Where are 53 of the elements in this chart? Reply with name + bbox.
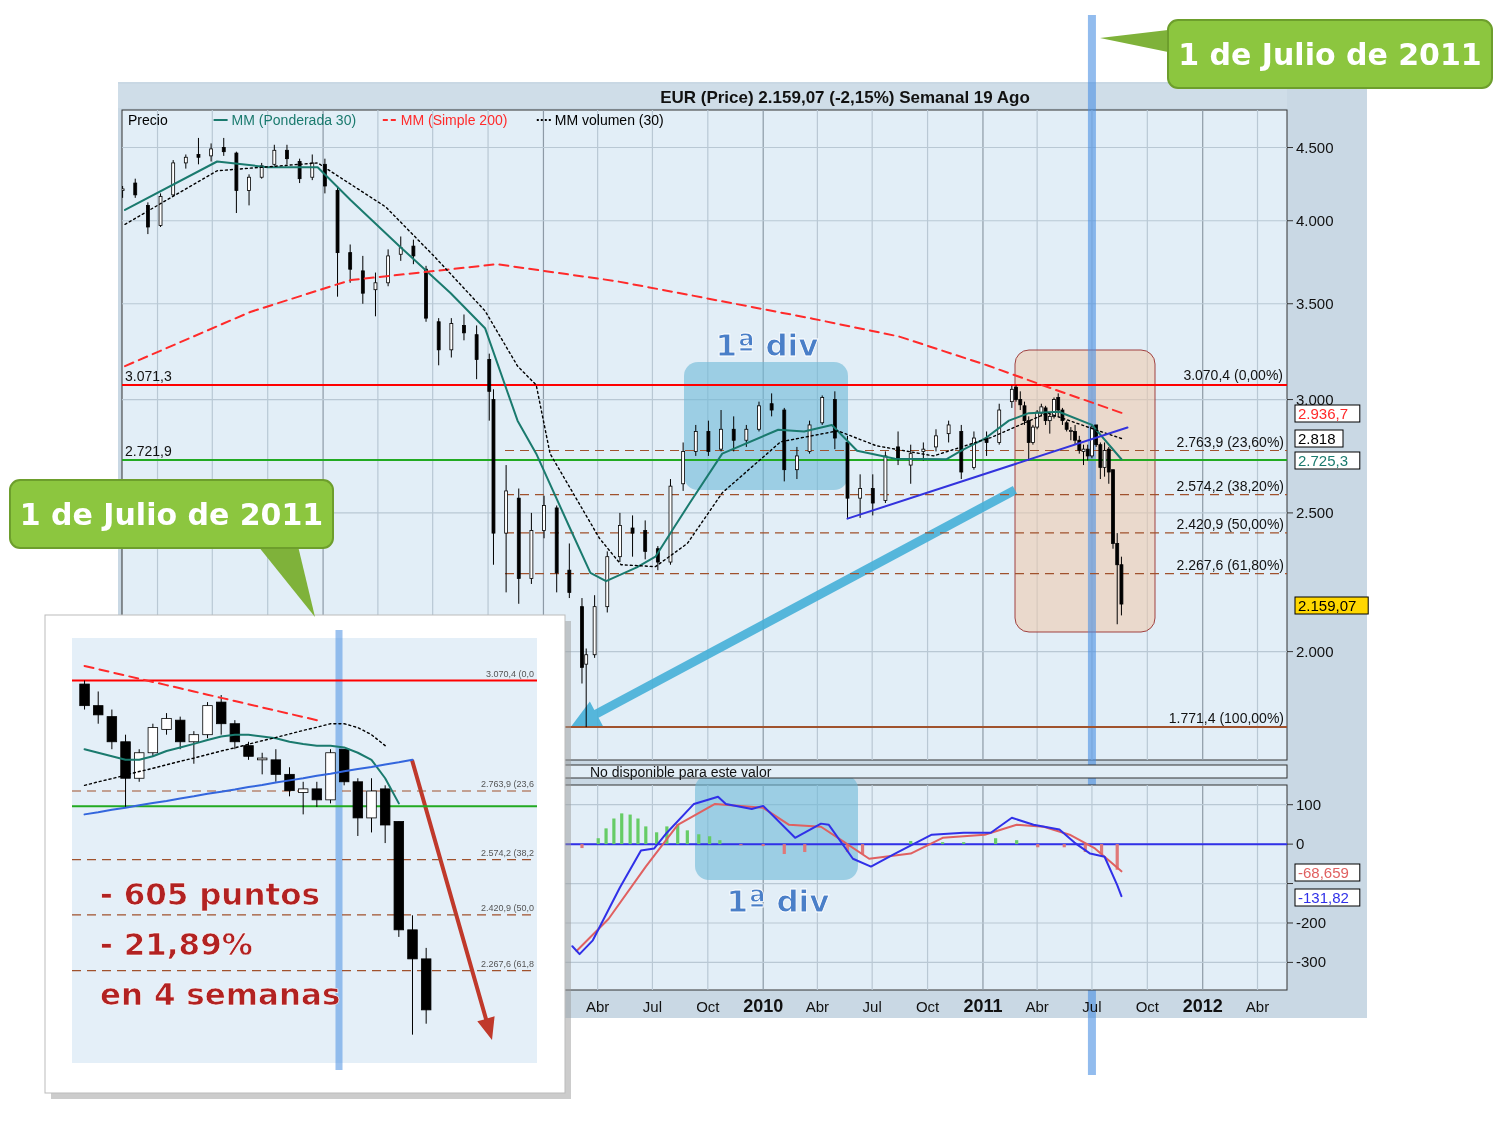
annotation: 2.574,2 (38,2 — [480, 847, 534, 858]
y-tick-label: 4.000 — [1296, 211, 1334, 229]
legend-label: MM (Simple 200) — [400, 112, 508, 128]
annotation: 3.070,4 (0,00%) — [1183, 367, 1283, 383]
y-tick-label: 3.500 — [1296, 294, 1334, 312]
ref-line-label: 2.420,9 (50,00%) — [1176, 515, 1284, 532]
annotation: 1 de Julio de 2011 — [19, 497, 324, 532]
x-tick-label: Abr — [1025, 998, 1049, 1015]
annotation: 3.070,4 (0,0 — [485, 668, 534, 679]
annotation: 2.420,9 (50,0 — [480, 902, 534, 913]
annotation: 2.267,6 (61,8 — [480, 958, 534, 969]
x-tick-label: 2011 — [963, 996, 1003, 1016]
ref-line-label: 2.763,9 (23,60%) — [1176, 433, 1284, 450]
x-tick-label: Jul — [642, 998, 663, 1015]
x-tick-label: Jul — [862, 998, 882, 1015]
text: 2.725,3 — [1298, 451, 1349, 469]
ref-line-label: 1.771,4 (100,00%) — [1168, 710, 1284, 727]
annotation: 1ª div — [715, 327, 819, 363]
annotation: 2.763,9 (23,6 — [480, 779, 534, 789]
ref-line-label: 3.071,3 — [125, 367, 172, 384]
text: 1 de Julio de 2011 — [1178, 37, 1482, 72]
y-tick-label: 0 — [1296, 835, 1305, 853]
ref-line-label: 2.574,2 (38,20%) — [1176, 477, 1284, 494]
y-tick-label: -200 — [1296, 913, 1327, 931]
x-tick-label: Abr — [1245, 998, 1270, 1015]
ref-line-label: 2.267,6 (61,80%) — [1176, 556, 1284, 573]
y-tick-label: -300 — [1296, 953, 1327, 971]
text: 2.159,07 — [1298, 596, 1357, 614]
annotation: en 4 semanas — [100, 976, 341, 1012]
x-tick-label: 2012 — [1182, 996, 1223, 1016]
annotation: - 605 puntos — [100, 876, 321, 912]
legend-label: MM (Ponderada 30) — [231, 112, 357, 128]
x-tick-label: Oct — [915, 998, 941, 1015]
text: No disponible para este valor — [590, 764, 772, 780]
text: 2.818 — [1298, 429, 1336, 447]
annotation: 1ª div — [726, 883, 830, 919]
y-tick-label: 100 — [1296, 795, 1322, 813]
text: -131,82 — [1298, 888, 1349, 906]
legend-label: MM volumen (30) — [554, 112, 664, 128]
text: -68,659 — [1298, 863, 1349, 881]
x-tick-label: Jul — [1082, 998, 1102, 1015]
y-tick-label: 2.000 — [1296, 642, 1334, 660]
annotation: - 21,89% — [100, 926, 253, 962]
ref-line-label: 2.721,9 — [125, 443, 172, 460]
x-tick-label: 2010 — [743, 996, 784, 1016]
y-tick-label: 4.500 — [1296, 138, 1334, 156]
x-tick-label: Abr — [805, 998, 830, 1015]
x-tick-label: Oct — [696, 998, 721, 1015]
x-tick-label: Abr — [585, 998, 610, 1015]
text: Precio — [128, 112, 168, 128]
x-tick-label: Oct — [1135, 998, 1160, 1015]
chart-title: EUR (Price) 2.159,07 (-2,15%) Semanal 19 Ago — [660, 88, 1030, 107]
y-tick-label: 2.500 — [1296, 503, 1334, 521]
